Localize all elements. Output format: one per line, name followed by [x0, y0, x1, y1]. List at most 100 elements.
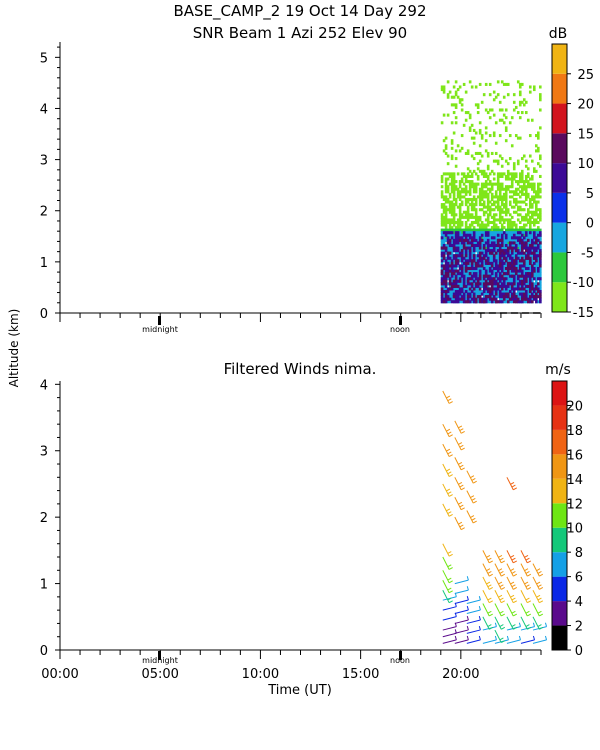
- snr-cell: [468, 274, 472, 278]
- snr-cell: [452, 95, 456, 99]
- snr-cell: [472, 266, 476, 271]
- snr-cell: [520, 282, 524, 286]
- snr-cell: [458, 256, 462, 260]
- snr-cell: [466, 218, 470, 222]
- snr-cell: [440, 180, 444, 184]
- snr-cell: [450, 139, 454, 143]
- snr-cell: [468, 233, 472, 237]
- snr-cell: [454, 116, 458, 120]
- snr-cell: [448, 192, 452, 196]
- snr-cell: [522, 180, 526, 184]
- snr-cell: [532, 266, 536, 271]
- snr-cell: [462, 266, 466, 271]
- snr-cell: [472, 274, 476, 278]
- snr-cell: [452, 205, 456, 209]
- snr-cell: [478, 251, 482, 255]
- snr-cell: [452, 287, 456, 291]
- snr-cell: [500, 108, 504, 112]
- snr-cell: [486, 151, 490, 155]
- snr-cell: [458, 297, 462, 301]
- snr-cell: [496, 246, 500, 250]
- snr-cell: [478, 187, 482, 191]
- snr-cell: [508, 246, 512, 250]
- snr-cell: [480, 192, 484, 196]
- snr-cell: [526, 297, 530, 301]
- snr-cell: [460, 259, 464, 263]
- snr-colorbar-segment: [552, 103, 567, 134]
- wind-barb: [454, 615, 469, 624]
- snr-cell: [464, 203, 468, 207]
- snr-cell: [454, 254, 458, 258]
- snr-cell: [528, 228, 532, 232]
- snr-cell: [462, 272, 466, 276]
- snr-cell: [470, 215, 474, 219]
- snr-cell: [534, 210, 538, 214]
- snr-cell: [466, 261, 470, 265]
- snr-cell: [526, 233, 530, 237]
- snr-cell: [524, 289, 528, 294]
- snr-cell: [440, 292, 444, 296]
- snr-cell: [444, 190, 448, 194]
- snr-cell: [496, 228, 500, 232]
- snr-cell: [476, 231, 480, 235]
- snr-cell: [444, 233, 448, 237]
- snr-cell: [468, 289, 472, 294]
- snr-cell: [448, 90, 452, 94]
- snr-cell: [498, 118, 502, 122]
- snr-cell: [494, 205, 498, 209]
- snr-cell: [502, 246, 506, 250]
- snr-cell: [448, 233, 452, 237]
- snr-cell: [498, 272, 502, 276]
- snr-cell: [466, 233, 470, 237]
- snr-cell: [444, 264, 448, 268]
- snr-cell: [512, 190, 516, 194]
- snr-cell: [504, 228, 508, 232]
- snr-cell: [492, 264, 496, 268]
- snr-cell: [530, 256, 534, 260]
- snr-cell: [480, 243, 484, 248]
- snr-cell: [512, 108, 516, 112]
- snr-cell: [440, 266, 444, 271]
- snr-cell: [512, 284, 516, 288]
- snr-cell: [480, 292, 484, 296]
- snr-cell: [454, 277, 458, 281]
- snr-cell: [478, 292, 482, 296]
- snr-cell: [534, 261, 538, 265]
- snr-cell: [492, 282, 496, 286]
- snr-cell: [468, 213, 472, 217]
- snr-cell: [528, 269, 532, 273]
- snr-cell: [444, 256, 448, 260]
- snr-cell: [466, 190, 470, 194]
- snr-cell: [452, 187, 456, 191]
- snr-cell: [536, 243, 540, 248]
- snr-cell: [464, 295, 468, 299]
- snr-cell: [528, 272, 532, 276]
- snr-cell: [444, 182, 448, 186]
- snr-cell: [538, 218, 542, 222]
- snr-cell: [530, 215, 534, 219]
- snr-cell: [448, 261, 452, 265]
- snr-cell: [536, 185, 540, 189]
- snr-cell: [490, 282, 494, 286]
- snr-cell: [440, 272, 444, 276]
- snr-cell: [512, 210, 516, 214]
- snr-cell: [458, 208, 462, 212]
- snr-cell: [524, 292, 528, 296]
- snr-cell: [492, 213, 496, 217]
- snr-cell: [510, 251, 514, 255]
- snr-cell: [490, 295, 494, 299]
- snr-cell: [478, 266, 482, 271]
- snr-cell: [536, 149, 540, 153]
- snr-cell: [524, 279, 528, 283]
- snr-cell: [496, 174, 500, 178]
- snr-cell: [468, 249, 472, 253]
- snr-cell: [520, 274, 524, 278]
- snr-cell: [498, 295, 502, 299]
- snr-cell: [536, 295, 540, 299]
- snr-cell: [452, 272, 456, 276]
- snr-cell: [518, 174, 522, 178]
- snr-cell: [532, 282, 536, 286]
- snr-cell: [510, 236, 514, 240]
- snr-cell: [444, 274, 448, 278]
